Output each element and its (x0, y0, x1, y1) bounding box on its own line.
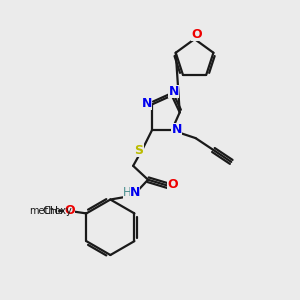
Text: O: O (191, 28, 202, 40)
Text: N: N (130, 186, 140, 199)
Text: CH₃: CH₃ (43, 206, 63, 216)
Text: S: S (135, 143, 144, 157)
Text: H: H (123, 186, 132, 199)
Text: O: O (167, 178, 178, 191)
Text: N: N (142, 97, 152, 110)
Text: N: N (172, 123, 182, 136)
Text: O: O (64, 204, 75, 217)
Text: N: N (169, 85, 179, 98)
Text: methoxy: methoxy (30, 206, 72, 216)
